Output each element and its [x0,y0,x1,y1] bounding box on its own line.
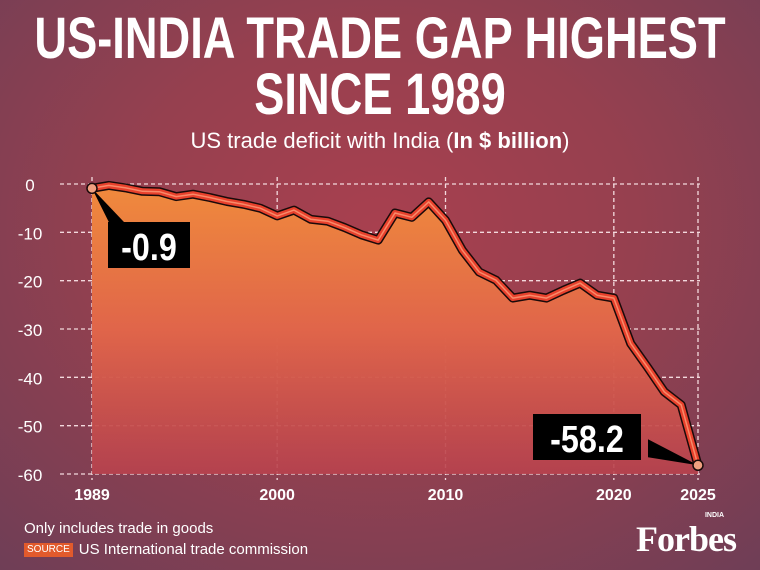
chart-title-line1: US-INDIA TRADE GAP HIGHEST [34,6,726,71]
y-tick-label: -40 [18,369,43,388]
x-tick-label: 2025 [680,487,716,504]
x-tick-label: 2010 [428,487,464,504]
callout-pointer [92,188,130,229]
callout-box [533,414,641,460]
y-tick-label: -50 [18,418,43,437]
chart-subtitle: US trade deficit with India (In $ billio… [190,128,570,153]
endpoint-marker [86,182,98,195]
annotation-label: -0.9 [121,227,177,269]
forbes-india-logo: INDIA Forbes [636,512,737,559]
series-line-highlight [91,184,699,466]
y-tick-label: -60 [18,466,43,485]
y-tick-label: -20 [18,273,43,292]
callout-box [108,222,190,268]
callout-pointer [648,439,698,466]
x-tick-label: 1989 [74,487,110,504]
source-line: SOURCE US International trade commission [24,541,308,559]
x-tick-label: 2000 [259,487,295,504]
logo-text: Forbes [636,519,737,559]
y-tick-label: 0 [25,176,34,195]
source-text: US International trade commission [78,541,309,558]
footnote: Only includes trade in goods [24,520,214,537]
y-tick-label: -30 [18,321,43,340]
endpoint-marker [692,459,704,472]
logo-sub: INDIA [704,512,724,519]
annotation-label: -58.2 [550,419,624,461]
x-tick-label: 2020 [596,487,632,504]
chart-title-line2: SINCE 1989 [254,62,506,127]
area-fill [92,185,698,474]
source-badge: SOURCE [24,543,73,557]
y-tick-label: -10 [18,224,43,243]
